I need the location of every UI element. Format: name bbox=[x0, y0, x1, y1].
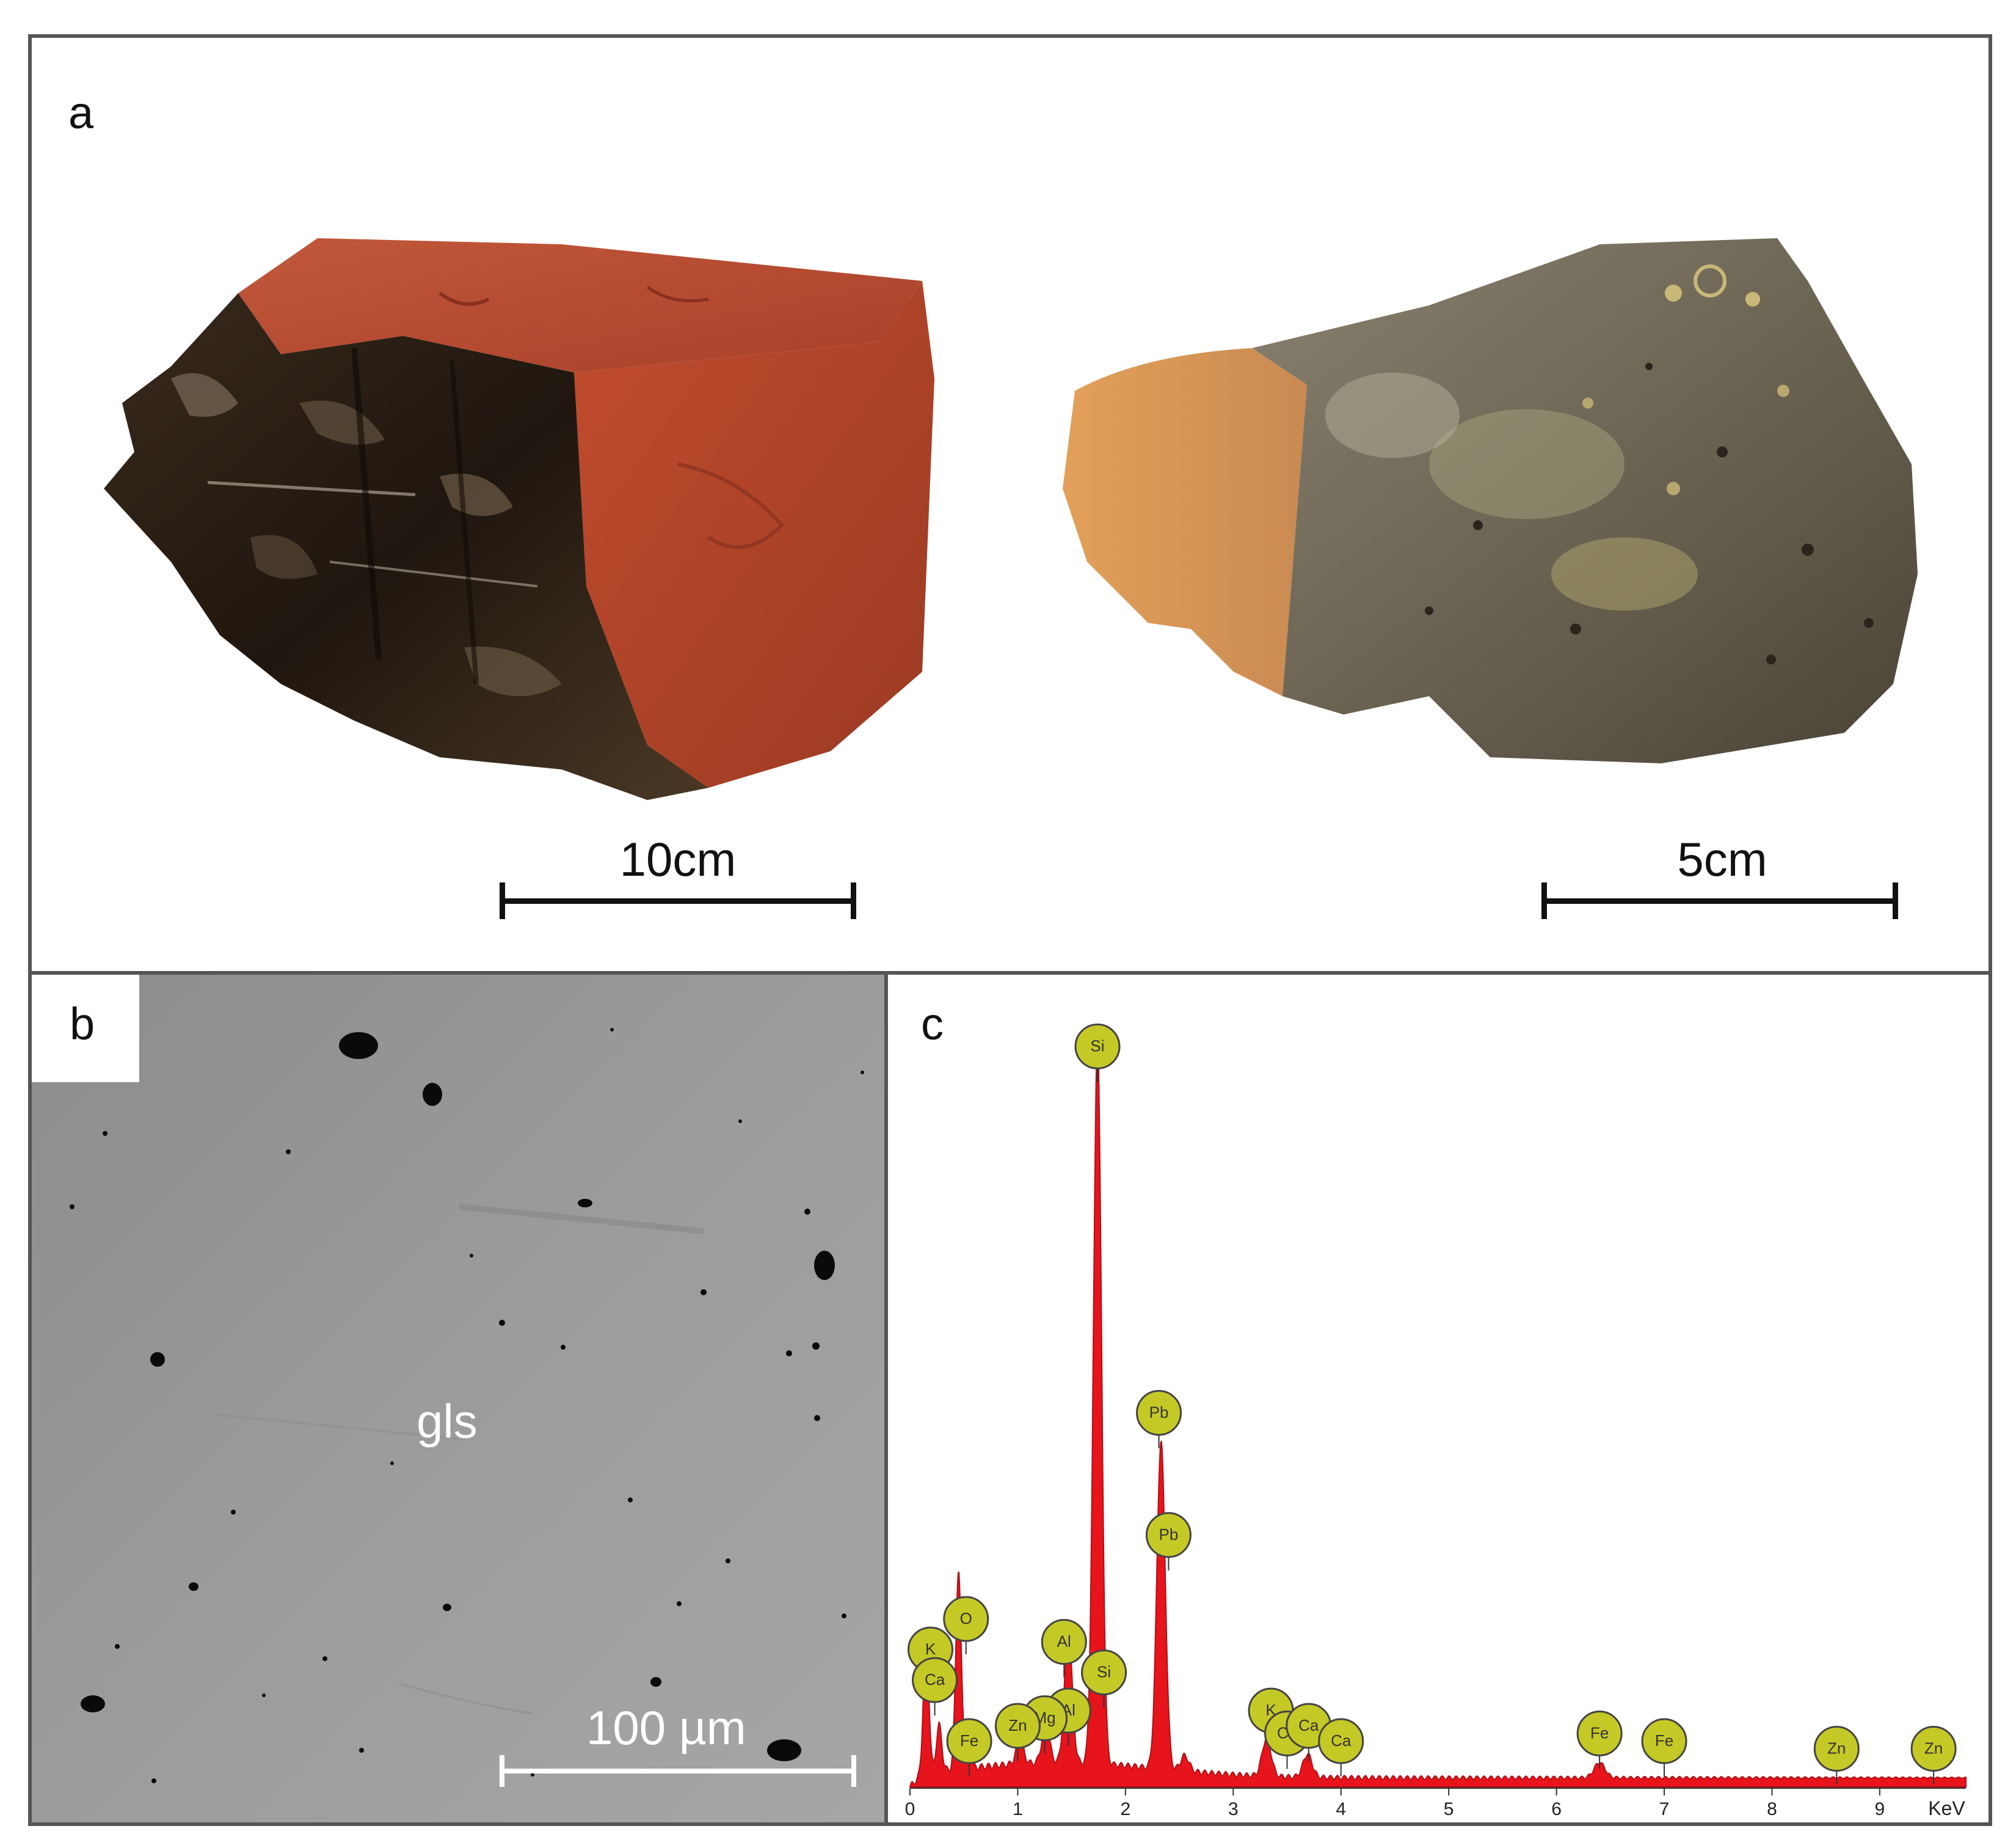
scale-bar-10cm-label: 10cm bbox=[619, 832, 737, 886]
element-marker: Pb bbox=[1136, 1390, 1182, 1449]
element-marker-label: Ca bbox=[925, 1670, 945, 1689]
x-tick-label: 5 bbox=[1444, 1799, 1454, 1819]
x-tick-label: 3 bbox=[1228, 1799, 1239, 1819]
element-marker: Zn bbox=[1910, 1726, 1957, 1784]
element-marker-label: Zn bbox=[1827, 1739, 1846, 1758]
element-marker-label: Fe bbox=[1590, 1724, 1609, 1742]
element-marker-label: Si bbox=[1097, 1663, 1111, 1681]
element-marker-label: Ca bbox=[1298, 1716, 1319, 1734]
element-marker-label: K bbox=[1265, 1701, 1276, 1719]
x-tick-label: 6 bbox=[1551, 1799, 1562, 1819]
panel-b-letter: b bbox=[70, 999, 95, 1049]
element-marker: Al bbox=[1041, 1619, 1087, 1678]
scale-bar-5cm-label: 5cm bbox=[1677, 832, 1767, 886]
element-marker-label: Pb bbox=[1149, 1403, 1169, 1422]
element-marker-label: Pb bbox=[1159, 1526, 1179, 1544]
element-marker: Pb bbox=[1145, 1512, 1192, 1571]
panel-divider bbox=[884, 975, 888, 1822]
sem-scale-bar bbox=[500, 1755, 856, 1787]
element-marker: Ca bbox=[1318, 1718, 1364, 1777]
glass-phase-label: gls bbox=[417, 1394, 478, 1448]
x-tick-label: 4 bbox=[1336, 1799, 1346, 1819]
edx-spectrum: 0 1 2 3 4 5 6 7 8 9 KeV SiPbPbOKCaAlSiAlMgZnFeKCaC… bbox=[905, 1024, 1967, 1819]
x-tick-label: 0 bbox=[905, 1799, 915, 1819]
element-marker-label: Al bbox=[1057, 1632, 1071, 1651]
x-tick-label: 1 bbox=[1013, 1799, 1023, 1819]
element-marker-label: Fe bbox=[960, 1731, 978, 1750]
x-tick-label: 8 bbox=[1767, 1799, 1777, 1819]
x-tick-label: 7 bbox=[1659, 1799, 1670, 1819]
x-tick-label: 9 bbox=[1875, 1799, 1885, 1819]
brick-specimen-photo bbox=[104, 238, 934, 800]
element-marker-label: Zn bbox=[1008, 1716, 1027, 1734]
x-tick-label: 2 bbox=[1121, 1799, 1131, 1819]
panel-a-letter: a bbox=[68, 87, 94, 138]
element-marker: Zn bbox=[1813, 1726, 1860, 1784]
element-marker-label: K bbox=[925, 1640, 936, 1658]
slag-specimen-photo bbox=[1063, 238, 1918, 763]
x-axis-label: KeV bbox=[1928, 1797, 1965, 1819]
element-marker-label: O bbox=[960, 1609, 972, 1628]
element-marker-label: Zn bbox=[1924, 1739, 1943, 1758]
spectrum-series bbox=[909, 1040, 1967, 1788]
sem-micrograph bbox=[32, 975, 886, 1822]
element-marker-label: Fe bbox=[1655, 1731, 1673, 1750]
element-marker: Si bbox=[1081, 1650, 1127, 1708]
scale-bar-5cm bbox=[1541, 882, 1898, 919]
sem-scale-label: 100 µm bbox=[586, 1701, 746, 1755]
element-marker: Si bbox=[1074, 1024, 1121, 1082]
element-marker: Fe bbox=[946, 1718, 992, 1777]
element-marker: Zn bbox=[994, 1703, 1041, 1761]
scale-bar-10cm bbox=[500, 882, 856, 919]
element-marker: Ca bbox=[912, 1657, 958, 1715]
element-marker: O bbox=[943, 1596, 989, 1654]
element-marker: Fe bbox=[1641, 1718, 1687, 1777]
element-marker-label: Ca bbox=[1331, 1731, 1352, 1750]
panel-c-letter: c bbox=[921, 999, 944, 1049]
element-marker: Fe bbox=[1576, 1711, 1623, 1769]
element-marker-label: Si bbox=[1090, 1037, 1104, 1055]
